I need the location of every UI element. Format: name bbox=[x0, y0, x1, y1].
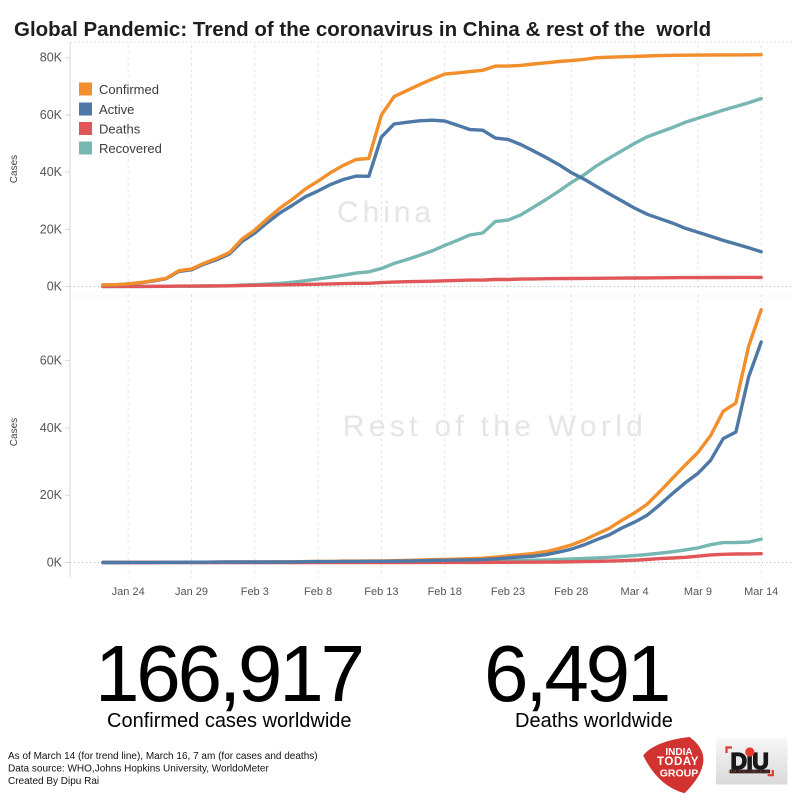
svg-text:DATA INTELLIGENCE UNIT: DATA INTELLIGENCE UNIT bbox=[728, 770, 771, 774]
svg-text:Cases: Cases bbox=[9, 418, 20, 446]
svg-text:166,917: 166,917 bbox=[95, 629, 362, 718]
svg-text:Cases: Cases bbox=[9, 155, 20, 183]
svg-text:Confirmed cases worldwide: Confirmed cases worldwide bbox=[107, 710, 352, 732]
svg-text:Feb 3: Feb 3 bbox=[241, 586, 269, 598]
svg-text:Global Pandemic: Trend of the: Global Pandemic: Trend of the coronaviru… bbox=[14, 18, 711, 41]
svg-text:Deaths: Deaths bbox=[99, 122, 141, 137]
svg-text:0K: 0K bbox=[47, 280, 63, 294]
svg-text:Mar 9: Mar 9 bbox=[684, 586, 712, 598]
svg-text:Created By Dipu Rai: Created By Dipu Rai bbox=[8, 776, 99, 787]
svg-text:GROUP: GROUP bbox=[660, 767, 699, 779]
svg-text:Feb 23: Feb 23 bbox=[491, 586, 525, 598]
svg-text:6,491: 6,491 bbox=[484, 629, 668, 718]
svg-text:Feb 8: Feb 8 bbox=[304, 586, 332, 598]
svg-text:Mar 4: Mar 4 bbox=[621, 586, 649, 598]
svg-text:80K: 80K bbox=[40, 51, 63, 65]
svg-text:Jan 24: Jan 24 bbox=[112, 586, 145, 598]
svg-text:INDIA: INDIA bbox=[665, 747, 692, 758]
svg-text:0K: 0K bbox=[47, 556, 63, 570]
svg-text:60K: 60K bbox=[40, 108, 63, 122]
svg-text:Mar 14: Mar 14 bbox=[744, 586, 778, 598]
svg-text:Deaths worldwide: Deaths worldwide bbox=[515, 710, 673, 732]
svg-text:Feb 28: Feb 28 bbox=[554, 586, 588, 598]
svg-text:20K: 20K bbox=[40, 488, 63, 502]
svg-text:China: China bbox=[337, 196, 435, 229]
svg-text:Rest of the World: Rest of the World bbox=[343, 410, 647, 443]
svg-text:20K: 20K bbox=[40, 222, 63, 236]
svg-text:40K: 40K bbox=[40, 421, 63, 435]
svg-text:Active: Active bbox=[99, 102, 134, 117]
svg-text:Feb 13: Feb 13 bbox=[364, 586, 398, 598]
svg-text:Data source: WHO,Johns Hopkins: Data source: WHO,Johns Hopkins Universit… bbox=[8, 764, 269, 775]
svg-text:Recovered: Recovered bbox=[99, 141, 162, 156]
svg-text:Confirmed: Confirmed bbox=[99, 82, 159, 97]
svg-text:As of March 14 (for trend line: As of March 14 (for trend line), March 1… bbox=[8, 751, 318, 762]
svg-text:40K: 40K bbox=[40, 165, 63, 179]
svg-text:60K: 60K bbox=[40, 354, 63, 368]
svg-text:Feb 18: Feb 18 bbox=[428, 586, 462, 598]
svg-text:TODAY: TODAY bbox=[657, 756, 699, 768]
svg-text:Jan 29: Jan 29 bbox=[175, 586, 208, 598]
